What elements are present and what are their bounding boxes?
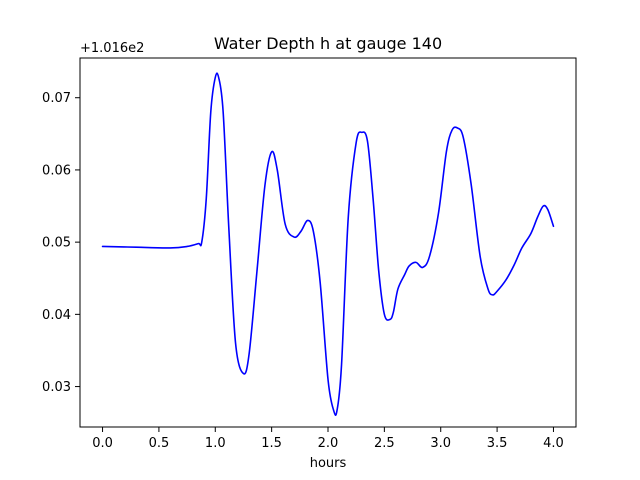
y-tick-label: 0.07 <box>42 91 71 106</box>
data-layer <box>101 72 555 416</box>
x-tick-label: 4.0 <box>543 436 564 451</box>
x-axis: 0.0 0.5 1.0 1.5 2.0 2.5 3.0 3.5 4.0 <box>92 427 564 451</box>
x-tick-label: 2.0 <box>318 436 339 451</box>
x-axis-label: hours <box>310 456 347 471</box>
y-offset-text: +1.016e2 <box>80 41 144 56</box>
y-axis: 0.03 0.04 0.05 0.06 0.07 <box>42 91 80 395</box>
y-tick-label: 0.03 <box>42 380 71 395</box>
plot-area <box>80 58 576 427</box>
x-tick-label: 0.5 <box>149 436 170 451</box>
y-tick-label: 0.04 <box>42 308 71 323</box>
y-tick-label: 0.05 <box>42 236 71 251</box>
x-tick-label: 3.5 <box>487 436 508 451</box>
chart-title: Water Depth h at gauge 140 <box>214 34 442 53</box>
x-tick-label: 1.0 <box>205 436 226 451</box>
x-tick-label: 0.0 <box>92 436 113 451</box>
x-tick-label: 1.5 <box>261 436 282 451</box>
x-tick-label: 2.5 <box>374 436 395 451</box>
y-tick-label: 0.06 <box>42 163 71 178</box>
x-tick-label: 3.0 <box>430 436 451 451</box>
series-line-0 <box>101 72 555 416</box>
